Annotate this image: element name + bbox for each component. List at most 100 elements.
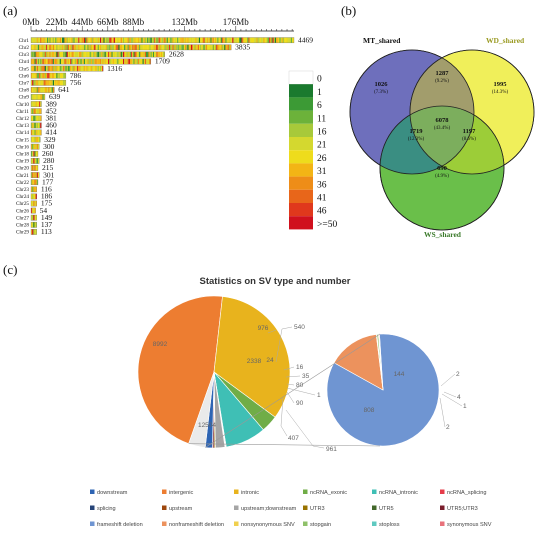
legend-swatch [234,521,239,526]
chromosome-bar [30,165,39,171]
venn-region-percent: (7.3%) [374,90,388,95]
legend-entry: ncRNA_exonic [303,489,347,496]
legend-swatch [372,489,377,494]
chromosome-row: Chr24 186 [16,192,52,201]
slice-value-label: 2 [446,424,450,431]
leader-line [441,393,463,407]
leader-line [280,397,288,437]
sv-count-label: 186 [41,192,53,201]
chromosome-bar [30,122,42,129]
legend-swatch [289,176,313,190]
slice-value-label: 1 [463,403,467,410]
chromosome-bar [30,229,37,235]
x-tick-label: 22Mb [46,17,68,27]
chromosome-label: Chr13 [16,123,29,129]
chromosome-bar [30,143,40,150]
legend-label: splicing [97,506,116,512]
chromosome-heatmap: 0Mb 22Mb 44Mb 66Mb 88Mb 132Mb 176Mb Chr1 4469Ch… [16,17,337,236]
venn-diagram: MT_shared WD_shared WS_shared 1026 (7.3%)… [349,36,535,239]
chromosome-bar [30,214,37,221]
leader-line [285,375,301,378]
venn-outline-wd [409,49,535,175]
sv-count-label: 149 [41,213,53,222]
legend-entry: UTR5;UTR3 [440,505,478,512]
slice-value-label: 2 [456,371,460,378]
sv-count-label: 1709 [155,57,170,66]
legend-swatch [289,216,313,230]
sv-count-label: 116 [41,185,52,194]
slice-value-label: 144 [394,371,405,378]
chromosome-row: Chr12 381 [16,114,57,123]
chromosome-row: Chr13 460 [16,121,57,130]
chromosome-label: Chr2 [19,45,30,51]
slice-value-label: 976 [258,325,269,332]
legend-entry: nonframeshift deletion [162,521,224,528]
x-tick-label: 44Mb [71,17,93,27]
chromosome-label: Chr28 [16,223,29,229]
sv-count-label: 4469 [298,35,313,44]
chromosome-bar [30,44,232,51]
legend-swatch [372,505,377,510]
sv-count-label: 215 [42,163,54,172]
legend-swatch [289,189,313,203]
chromosome-row: Chr7 756 [19,78,82,87]
sv-count-label: 301 [43,170,55,179]
slice-value-label: 90 [296,400,304,407]
chromosome-label: Chr11 [16,109,29,115]
chromosome-bar [30,101,42,107]
venn-region-count: 6078 [436,117,450,124]
chromosome-row: Chr8 641 [19,85,70,94]
chromosome-label: Chr6 [19,73,30,79]
chromosome-row: Chr29 113 [16,227,52,236]
legend-label: intergenic [169,490,193,496]
x-tick-label: 0Mb [22,17,40,27]
sv-count-label: 137 [41,220,53,229]
main-pie [137,295,291,449]
chromosome-bar [30,200,37,207]
slice-value-label: 961 [326,446,337,453]
panel-label-a: (a) [3,3,17,18]
venn-region-count: 1197 [463,128,476,135]
chromosome-label: Chr25 [16,201,29,207]
sv-count-label: 260 [42,149,54,158]
legend-entry: UTR5 [372,505,394,512]
chromosome-row: Chr20 215 [16,163,53,172]
chromosome-label: Chr16 [16,144,29,150]
legend-swatch [162,489,167,494]
legend-swatch [90,505,95,510]
legend-label: 6 [317,101,322,111]
sv-count-label: 639 [49,92,61,101]
chromosome-row: Chr19 280 [16,156,55,165]
leader-line [286,387,316,396]
legend-entry: nonsynonymous SNV [234,521,295,528]
legend-label: upstream [169,506,193,512]
chromosome-row: Chr28 137 [16,220,52,229]
chromosome-row: Chr21 301 [16,170,55,179]
venn-label-mt: MT_shared [363,36,401,45]
chromosome-bar [30,72,67,79]
legend-label: 1 [317,88,322,98]
slice-value-label: 4 [457,394,461,401]
x-tick-label: 88Mb [123,17,145,27]
slice-value-label: 12504 [198,422,216,429]
x-tick-label: 176Mb [223,17,250,27]
leader-line [285,409,325,449]
chromosome-label: Chr18 [16,152,29,158]
legend-entry: ncRNA_splicing [440,489,486,496]
chromosome-row: Chr22 177 [16,177,53,186]
legend-entry: stoploss [372,521,400,528]
chromosome-bar [30,179,39,186]
leader-line [443,391,457,398]
chromosome-bar [30,221,37,228]
slice-value-label: 808 [364,407,375,414]
chromosome-bar [30,158,40,164]
chromosome-row: Chr16 300 [16,142,55,151]
chromosome-bar [30,207,36,214]
legend-entry: upstream;downstream [234,505,297,512]
pie-slice [137,295,223,445]
chromosome-label: Chr19 [16,159,29,165]
sv-count-label: 452 [45,106,57,115]
sv-count-label: 2628 [169,50,184,59]
legend-label: 31 [317,167,327,177]
legend-label: ncRNA_exonic [310,490,347,496]
